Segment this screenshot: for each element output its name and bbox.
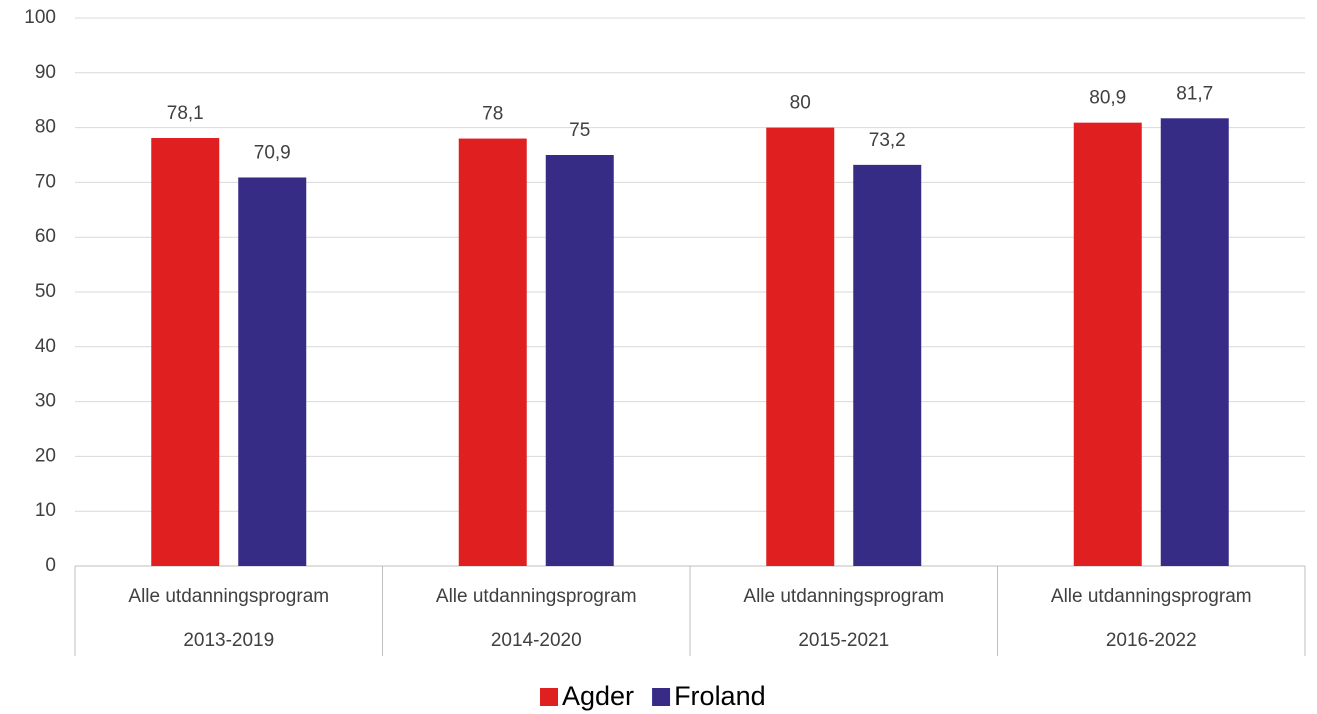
legend-text: Agder <box>562 681 634 711</box>
value-label: 81,7 <box>1176 83 1213 104</box>
bar <box>238 177 307 566</box>
y-tick-label: 10 <box>35 500 56 521</box>
value-label: 75 <box>569 120 590 141</box>
legend-text: Froland <box>674 681 766 711</box>
x-tick-label: Alle utdanningsprogram <box>743 586 944 607</box>
bar <box>766 127 835 566</box>
bar <box>151 138 220 566</box>
y-tick-label: 60 <box>35 226 56 247</box>
legend-swatch <box>540 688 558 706</box>
x-tick-label: 2013-2019 <box>183 630 274 651</box>
y-tick-label: 40 <box>35 336 56 357</box>
bar <box>853 164 922 566</box>
bar <box>545 155 614 566</box>
y-tick-label: 90 <box>35 62 56 83</box>
bar <box>1160 118 1229 566</box>
value-label: 73,2 <box>869 130 906 151</box>
y-tick-label: 0 <box>45 555 56 576</box>
x-tick-label: Alle utdanningsprogram <box>128 586 329 607</box>
bar <box>1073 122 1142 566</box>
value-label: 78 <box>482 104 503 125</box>
y-tick-label: 80 <box>35 117 56 138</box>
y-tick-label: 70 <box>35 171 56 192</box>
value-label: 70,9 <box>254 142 291 163</box>
x-tick-label: Alle utdanningsprogram <box>1051 586 1252 607</box>
legend-swatch <box>652 688 671 706</box>
value-label: 80,9 <box>1089 88 1126 109</box>
x-tick-label: 2014-2020 <box>491 630 582 651</box>
y-tick-label: 100 <box>24 7 56 28</box>
value-label: 78,1 <box>167 103 204 124</box>
value-label: 80 <box>790 93 811 114</box>
bar <box>458 138 527 566</box>
y-tick-label: 50 <box>35 281 56 302</box>
x-tick-label: Alle utdanningsprogram <box>436 586 637 607</box>
y-tick-label: 20 <box>35 445 56 466</box>
x-tick-label: 2015-2021 <box>798 630 889 651</box>
y-tick-label: 30 <box>35 391 56 412</box>
x-tick-label: 2016-2022 <box>1106 630 1197 651</box>
